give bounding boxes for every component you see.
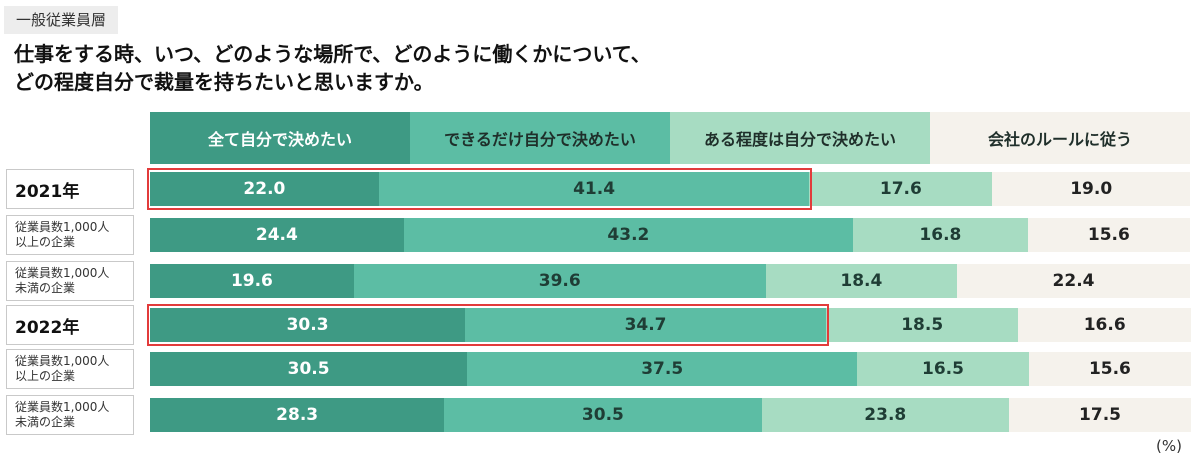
title-line-1: 仕事をする時、いつ、どのような場所で、どのように働くかについて、 [14, 42, 651, 66]
data-label: 19.6 [230, 271, 273, 291]
row-label-line: 以上の企業 [15, 235, 76, 249]
data-label: 41.4 [573, 179, 616, 199]
row-label-4: 2022年 [6, 305, 134, 345]
row-label-2: 従業員数1,000人 以上の企業 [6, 215, 134, 255]
chart-title: 仕事をする時、いつ、どのような場所で、どのように働くかについて、 どの程度自分で… [14, 40, 1134, 96]
data-label: 15.6 [1088, 359, 1131, 379]
row-label-line: 従業員数1,000人 [15, 266, 110, 280]
data-label: 17.5 [1079, 405, 1121, 425]
data-label: 15.6 [1087, 225, 1130, 245]
data-label: 22.4 [1052, 271, 1095, 291]
bar-segment-1-1: 22.0 [150, 172, 379, 206]
data-label: 28.3 [276, 405, 319, 425]
data-label: 19.0 [1070, 179, 1113, 199]
bar-segment-1-2: 41.4 [378, 172, 810, 206]
bar-segment-4-1: 30.3 [150, 308, 466, 342]
data-label: 30.3 [286, 315, 329, 335]
data-label: 43.2 [607, 225, 650, 245]
legend-item-1: 全て自分で決めたい [150, 112, 410, 164]
row-label-6: 従業員数1,000人 未満の企業 [6, 395, 134, 435]
segment-tag: 一般従業員層 [4, 6, 119, 34]
data-label: 37.5 [641, 359, 684, 379]
bar-segment-6-2: 30.5 [444, 398, 762, 432]
row-label-line: 未満の企業 [15, 281, 76, 295]
bar-segment-6-1: 28.3 [150, 398, 445, 432]
bar-segment-4-2: 34.7 [465, 308, 826, 342]
row-label-line: 未満の企業 [15, 415, 76, 429]
bar-segment-2-4: 15.6 [1027, 218, 1190, 252]
bar-segment-3-3: 18.4 [765, 264, 958, 298]
bar-segment-5-3: 16.5 [857, 352, 1029, 386]
bar-segment-5-4: 15.6 [1028, 352, 1192, 386]
title-line-2: どの程度自分で裁量を持ちたいと思いますか。 [14, 70, 434, 94]
data-label: 16.5 [922, 359, 964, 379]
data-label: 23.8 [864, 405, 907, 425]
bar-segment-6-4: 17.5 [1009, 398, 1192, 432]
row-label-line: 従業員数1,000人 [15, 220, 110, 234]
data-label: 16.8 [919, 225, 962, 245]
bar-segment-2-3: 16.8 [853, 218, 1028, 252]
bar-segment-3-2: 39.6 [353, 264, 766, 298]
legend-item-4: 会社のルールに従う [930, 112, 1190, 164]
data-label: 34.7 [624, 315, 667, 335]
row-label-5: 従業員数1,000人 以上の企業 [6, 349, 134, 389]
bar-segment-5-1: 30.5 [150, 352, 468, 386]
data-label: 30.5 [287, 359, 330, 379]
legend-item-3: ある程度は自分で決めたい [670, 112, 930, 164]
row-label-line: 2021年 [15, 181, 80, 202]
bar-segment-4-3: 18.5 [826, 308, 1019, 342]
data-label: 22.0 [243, 179, 286, 199]
data-label: 24.4 [255, 225, 298, 245]
data-label: 18.5 [901, 315, 944, 335]
row-label-line: 2022年 [15, 317, 80, 338]
legend-item-2: できるだけ自分で決めたい [410, 112, 670, 164]
bar-segment-3-1: 19.6 [150, 264, 354, 298]
data-label: 18.4 [840, 271, 883, 291]
data-label: 16.6 [1083, 315, 1126, 335]
bar-segment-4-4: 16.6 [1018, 308, 1192, 342]
data-label: 39.6 [538, 271, 581, 291]
row-label-1: 2021年 [6, 169, 134, 209]
data-label: 17.6 [879, 179, 922, 199]
data-label: 30.5 [581, 405, 624, 425]
bar-segment-3-4: 22.4 [957, 264, 1190, 298]
unit-label: (%) [1156, 437, 1182, 455]
row-label-line: 従業員数1,000人 [15, 400, 110, 414]
bar-segment-1-4: 19.0 [992, 172, 1190, 206]
bar-segment-6-3: 23.8 [761, 398, 1010, 432]
bar-segment-5-2: 37.5 [467, 352, 858, 386]
row-label-3: 従業員数1,000人 未満の企業 [6, 261, 134, 301]
bar-segment-1-3: 17.6 [809, 172, 993, 206]
bar-segment-2-2: 43.2 [403, 218, 854, 252]
bar-segment-2-1: 24.4 [150, 218, 404, 252]
row-label-line: 従業員数1,000人 [15, 354, 110, 368]
row-label-line: 以上の企業 [15, 369, 76, 383]
